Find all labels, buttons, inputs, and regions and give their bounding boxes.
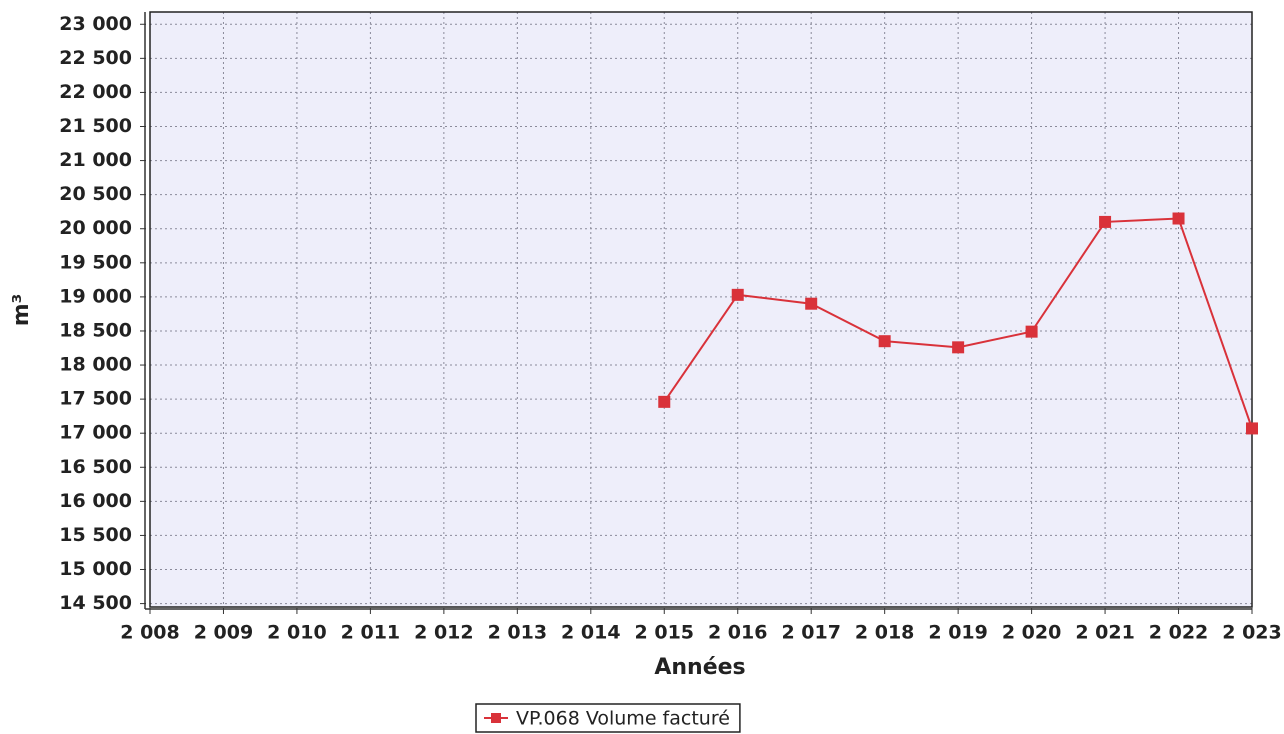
x-tick-label: 2 008 — [120, 622, 180, 644]
x-tick-label: 2 013 — [488, 622, 548, 644]
y-tick-label: 22 500 — [59, 47, 132, 69]
point — [1172, 212, 1185, 225]
x-tick-label: 2 017 — [781, 622, 841, 644]
x-tick-label: 2 018 — [855, 622, 915, 644]
point — [1099, 215, 1112, 228]
legend: VP.068 Volume facturé — [475, 703, 741, 733]
point — [878, 335, 891, 348]
y-tick-label: 21 500 — [59, 115, 132, 137]
x-tick-label: 2 020 — [1002, 622, 1062, 644]
y-tick-label: 15 000 — [59, 558, 132, 580]
y-tick-label: 18 000 — [59, 354, 132, 376]
point — [1025, 325, 1038, 338]
y-tick-label: 21 000 — [59, 149, 132, 171]
plot-border — [149, 11, 1253, 608]
x-axis-label: Années — [654, 655, 745, 680]
x-tick-label: 2 021 — [1075, 622, 1135, 644]
y-tick-label: 15 500 — [59, 524, 132, 546]
point — [805, 297, 818, 310]
y-tick-label: 16 000 — [59, 490, 132, 512]
y-tick-label: 17 000 — [59, 422, 132, 444]
y-tick-label: 14 500 — [59, 592, 132, 614]
y-tick-label: 16 500 — [59, 456, 132, 478]
x-tick-label: 2 010 — [267, 622, 327, 644]
point — [658, 395, 671, 408]
y-tick-label: 17 500 — [59, 388, 132, 410]
point — [952, 341, 965, 354]
legend-box — [475, 703, 741, 733]
plot-background — [150, 12, 1252, 607]
legend-marker — [491, 713, 501, 723]
y-tick-label: 23 000 — [59, 13, 132, 35]
x-tick-label: 2 011 — [341, 622, 401, 644]
x-tick-label: 2 022 — [1149, 622, 1209, 644]
point — [731, 288, 744, 301]
x-tick-label: 2 015 — [635, 622, 695, 644]
x-tick-label: 2 023 — [1222, 622, 1282, 644]
y-tick-label: 18 500 — [59, 319, 132, 341]
y-tick-label: 22 000 — [59, 81, 132, 103]
x-tick-label: 2 019 — [928, 622, 988, 644]
y-tick-label: 20 500 — [59, 183, 132, 205]
y-tick-label: 20 000 — [59, 217, 132, 239]
legend-label: VP.068 Volume facturé — [516, 708, 730, 730]
y-axis-label: m³ — [9, 294, 34, 327]
y-tick-label: 19 000 — [59, 285, 132, 307]
x-tick-label: 2 012 — [414, 622, 474, 644]
y-tick-label: 19 500 — [59, 251, 132, 273]
x-tick-label: 2 014 — [561, 622, 621, 644]
x-tick-label: 2 016 — [708, 622, 768, 644]
point — [1246, 422, 1258, 435]
x-tick-label: 2 009 — [194, 622, 254, 644]
